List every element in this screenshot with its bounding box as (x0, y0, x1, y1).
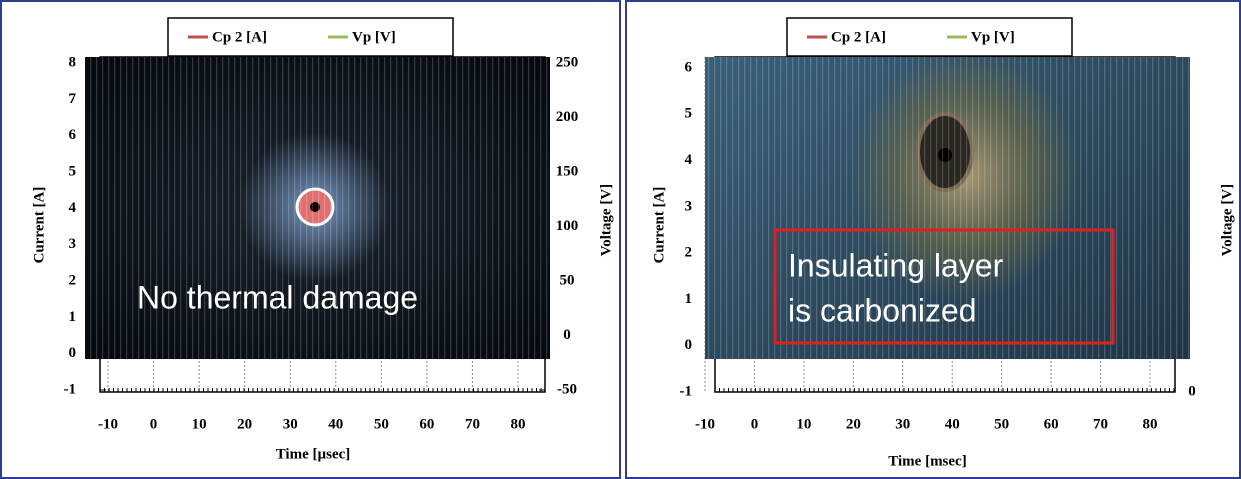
y-tick-label: 6 (685, 59, 693, 75)
annotation: is carbonized (788, 292, 977, 328)
x-tick-label: 20 (237, 416, 252, 432)
panel: -10 0 10 20 30 40 50 60 70 80-1012345678-50050100… (31, 17, 614, 462)
y-tick-label: 3 (685, 198, 693, 214)
legend-label: Vp [V] (352, 29, 396, 45)
x-tick-label: -10 (695, 416, 715, 432)
legend-label: Vp [V] (971, 29, 1015, 45)
y2-tick-label: 100 (556, 218, 579, 234)
y-tick-label: 1 (685, 291, 693, 307)
legend-box (167, 17, 454, 57)
legend-label: Cp 2 [A] (212, 29, 267, 45)
x-tick-label: 0 (751, 416, 759, 432)
x-tick-label: 60 (419, 416, 434, 432)
y2-tick-label: 50 (560, 272, 575, 288)
legend-box (786, 17, 1073, 57)
y-tick-label: 4 (69, 200, 77, 216)
y-tick-label: 4 (685, 152, 693, 168)
y-tick-label: 0 (69, 345, 77, 361)
y-tick-label: 3 (69, 236, 77, 252)
y-tick-label: 7 (69, 91, 77, 107)
x-tick-label: 20 (846, 416, 861, 432)
x-tick-label: 50 (374, 416, 389, 432)
annotation-box (773, 228, 1115, 345)
y-axis-label: Current [A] (31, 187, 47, 264)
x-tick-label: -10 (98, 416, 118, 432)
x-axis-label: Time [µsec] (276, 446, 351, 462)
y2-tick-label: 0 (1188, 383, 1196, 399)
y-tick-label: -1 (64, 381, 77, 397)
x-tick-label: 50 (994, 416, 1009, 432)
y-tick-label: 1 (69, 309, 77, 325)
y-tick-label: 5 (69, 163, 77, 179)
x-tick-label: 70 (465, 416, 480, 432)
legend-label: Cp 2 [A] (831, 29, 886, 45)
y2-tick-label: 150 (556, 163, 579, 179)
x-tick-label: 10 (192, 416, 207, 432)
x-tick-label: 80 (511, 416, 526, 432)
x-tick-label: 30 (283, 416, 298, 432)
x-tick-label: 10 (796, 416, 811, 432)
x-tick-label: 70 (1093, 416, 1108, 432)
y-axis-label: Current [A] (651, 187, 667, 264)
y-tick-label: -1 (680, 383, 693, 399)
y-tick-label: 2 (69, 272, 77, 288)
x-tick-label: 0 (150, 416, 158, 432)
y-tick-label: 5 (685, 106, 693, 122)
photo-stripes (705, 57, 1190, 359)
y2-axis-label: Voltage [V] (1219, 184, 1235, 256)
y2-tick-label: -50 (557, 381, 577, 397)
x-tick-label: 40 (945, 416, 960, 432)
y2-tick-label: 0 (563, 327, 571, 343)
y2-tick-label: 250 (556, 54, 579, 70)
x-axis-label: Time [msec] (888, 453, 966, 469)
y-tick-label: 2 (685, 245, 693, 261)
y2-tick-label: 200 (556, 109, 579, 125)
y-tick-label: 0 (685, 337, 693, 353)
x-tick-label: 30 (895, 416, 910, 432)
x-tick-label: 80 (1143, 416, 1158, 432)
annotation: Insulating layer (788, 247, 1004, 283)
y-tick-label: 8 (69, 54, 77, 70)
x-tick-label: 60 (1044, 416, 1059, 432)
y2-axis-label: Voltage [V] (598, 184, 614, 256)
photo-stripes (85, 57, 550, 359)
x-tick-label: 40 (328, 416, 343, 432)
annotation: No thermal damage (137, 279, 418, 315)
y-tick-label: 6 (69, 127, 77, 143)
